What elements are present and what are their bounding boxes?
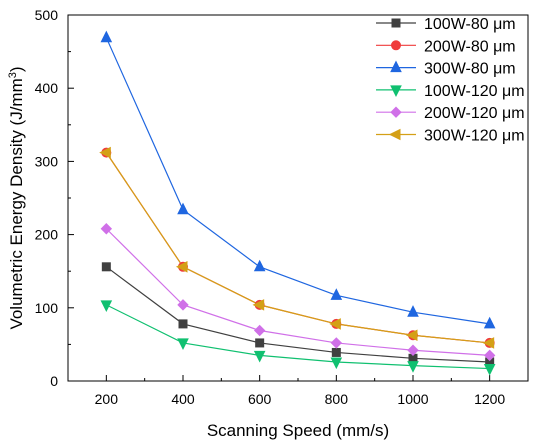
series-4-point-200 xyxy=(100,300,113,312)
series-3-point-1000 xyxy=(407,305,419,317)
legend-marker-1 xyxy=(391,18,401,28)
series-lines xyxy=(105,37,490,370)
legend: 100W-80 μm 200W-80 μm 300W-80 μm 100W-120 μ… xyxy=(376,16,525,145)
series-line-6 xyxy=(105,152,490,344)
legend-label-5: 200W-120 μm xyxy=(424,105,525,122)
series-5-point-1200 xyxy=(483,349,496,362)
series-1-point-200 xyxy=(101,262,111,272)
series-line-4 xyxy=(106,304,490,370)
y-tick-label-200: 200 xyxy=(35,227,59,243)
x-tick-label-800: 800 xyxy=(325,391,349,407)
series-6-point-800 xyxy=(329,318,341,330)
series-line-5 xyxy=(105,228,490,356)
series-5-point-400 xyxy=(177,299,189,311)
x-tick-label-1000: 1000 xyxy=(397,391,428,407)
series-line-1 xyxy=(105,266,490,363)
y-tick-label-0: 0 xyxy=(50,373,58,389)
series-4-point-1000 xyxy=(407,361,419,373)
series-5-point-800 xyxy=(330,337,343,349)
series-6-point-1000 xyxy=(405,329,418,342)
legend-marker-2 xyxy=(391,40,401,51)
series-line-3 xyxy=(105,37,490,325)
series-3-point-200 xyxy=(100,30,113,43)
series-3-point-600 xyxy=(253,259,266,272)
legend-marker-5 xyxy=(390,106,402,118)
series-1-point-800 xyxy=(331,347,341,357)
y-tick-label-100: 100 xyxy=(35,300,59,316)
legend-marker-6 xyxy=(388,128,401,141)
series-4-point-1200 xyxy=(483,364,496,376)
legend-label-3: 300W-80 μm xyxy=(424,61,516,78)
series-3-point-1200 xyxy=(483,316,496,329)
series-3-point-400 xyxy=(177,202,189,215)
series-5-point-600 xyxy=(253,324,266,337)
x-tick-label-1200: 1200 xyxy=(474,391,505,407)
series-3-point-800 xyxy=(330,288,343,300)
x-tick-label-200: 200 xyxy=(95,391,119,407)
y-tick-label-500: 500 xyxy=(35,7,59,23)
x-tick-label-400: 400 xyxy=(171,391,195,407)
series-6-point-400 xyxy=(175,260,188,273)
y-axis-title-superscript: 3 xyxy=(7,72,19,78)
series-5-point-200 xyxy=(100,223,113,235)
series-1-point-600 xyxy=(255,338,265,348)
series-4-point-600 xyxy=(253,350,266,363)
series-6-point-1200 xyxy=(482,337,495,349)
x-tick-label-600: 600 xyxy=(248,391,272,407)
series-4-point-800 xyxy=(330,357,343,370)
legend-label-1: 100W-80 μm xyxy=(424,16,516,33)
y-axis-title: Volumetric Energy Density (J/mm3) xyxy=(7,66,26,329)
y-axis-title-end: ) xyxy=(7,66,26,72)
series-4-point-400 xyxy=(177,338,189,351)
series-6-point-600 xyxy=(252,299,265,311)
legend-label-6: 300W-120 μm xyxy=(424,128,525,145)
legend-label-4: 100W-120 μm xyxy=(424,83,525,100)
series-6-point-200 xyxy=(99,146,111,159)
series-5-point-1000 xyxy=(407,344,419,356)
legend-marker-4 xyxy=(390,85,402,98)
series-1-point-400 xyxy=(178,319,188,329)
y-tick-label-300: 300 xyxy=(35,153,59,169)
legend-label-2: 200W-80 μm xyxy=(424,38,516,55)
legend-marker-3 xyxy=(390,60,402,73)
x-axis-title: Scanning Speed (mm/s) xyxy=(207,421,389,440)
axes: 200 400 600 800 1000 1200 0 100 200 300 400 500 xyxy=(35,7,506,407)
y-tick-label-400: 400 xyxy=(35,80,59,96)
series-markers xyxy=(99,30,496,376)
y-axis-title-main: Volumetric Energy Density (J/mm xyxy=(7,78,26,329)
